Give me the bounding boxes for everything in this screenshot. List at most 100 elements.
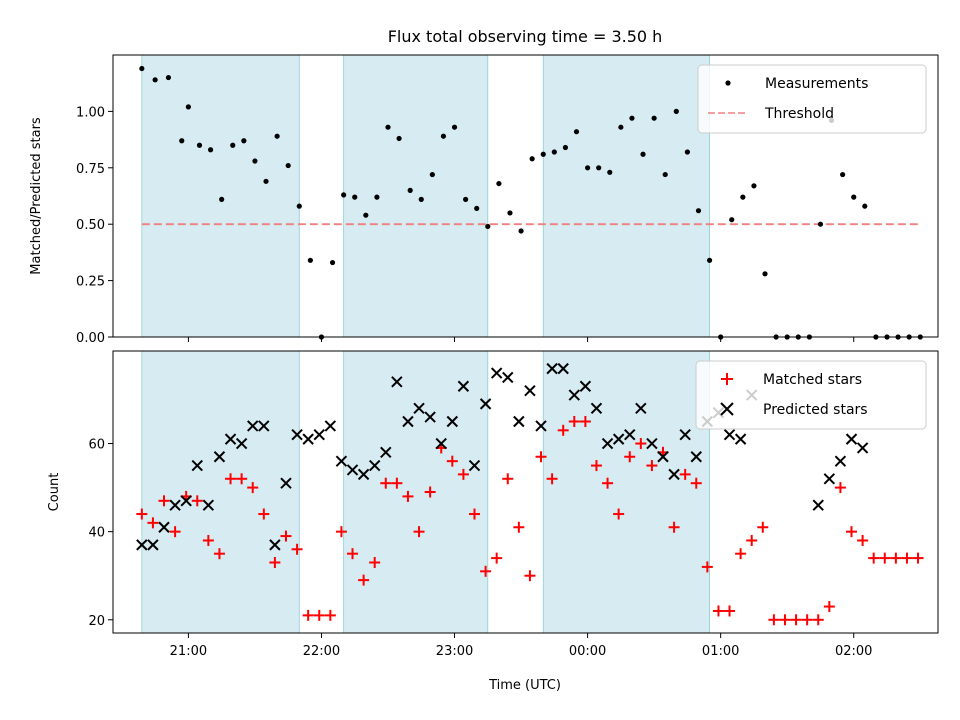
matched-star-point [136, 508, 148, 520]
predicted-star-point [624, 429, 636, 441]
legend-label-threshold: Threshold [764, 106, 834, 122]
measurement-point [451, 124, 458, 130]
measurement-point [573, 129, 580, 135]
matched-star-point [202, 534, 214, 546]
matched-star-point [646, 460, 658, 472]
predicted-star-point [524, 384, 536, 397]
predicted-star-point [368, 459, 381, 472]
measurement-point [862, 203, 868, 209]
matched-star-point [147, 517, 159, 529]
predicted-star-point [513, 415, 525, 428]
y-tick-label: 1.00 [76, 105, 105, 120]
predicted-star-point [490, 367, 503, 379]
shaded-interval-2 [543, 351, 710, 633]
matched-star-point [868, 552, 880, 564]
matched-star-point [169, 526, 181, 538]
measurement-point [263, 178, 269, 184]
measurement-point [551, 149, 557, 155]
predicted-star-point [468, 459, 481, 472]
predicted-star-point [546, 362, 558, 375]
measurement-point [152, 77, 158, 83]
top-y-ticks: 0.00 0.25 0.50 0.75 1.00 [76, 105, 113, 346]
legend-label-matched: Matched stars [763, 372, 862, 388]
predicted-star-point [136, 539, 148, 551]
predicted-star-point [402, 415, 414, 428]
matched-star-point [746, 534, 758, 546]
predicted-star-point [357, 468, 370, 481]
x-axis-label: Time (UTC) [488, 678, 561, 693]
matched-star-point [557, 424, 569, 436]
shaded-interval-0 [141, 351, 300, 633]
shaded-interval-2 [543, 55, 710, 337]
predicted-star-point [856, 442, 869, 454]
predicted-star-point [601, 437, 614, 450]
bottom-shaded-intervals [141, 351, 710, 633]
measurement-point [296, 203, 302, 209]
measurement-point [165, 74, 172, 81]
matched-star-point [724, 605, 736, 617]
x-tick-label: 23:00 [436, 644, 473, 659]
y-tick-label: 0.00 [76, 331, 105, 346]
y-tick-label: 60 [88, 438, 105, 453]
predicted-star-point [557, 362, 569, 375]
measurement-point [740, 194, 746, 200]
predicted-star-point [845, 433, 858, 445]
predicted-star-point [812, 499, 824, 511]
matched-star-point [225, 473, 237, 485]
bottom-panel: 20 40 60 21:00 22:00 23:00 00:00 01:00 02:00 Co… [47, 350, 939, 693]
matched-star-point [568, 416, 580, 427]
predicted-star-point [191, 459, 203, 472]
legend-label-measurements: Measurements [765, 76, 868, 92]
matched-star-point [480, 565, 492, 577]
measurement-point [695, 208, 702, 214]
shaded-interval-1 [343, 55, 488, 337]
measurement-point [596, 165, 602, 171]
matched-star-point [457, 468, 469, 480]
matched-star-point [413, 526, 425, 538]
matched-star-point [590, 460, 602, 472]
measurement-point [407, 187, 413, 193]
x-tick-label: 00:00 [569, 644, 606, 659]
predicted-star-point [823, 473, 836, 485]
measurement-point [341, 192, 347, 198]
predicted-star-point [147, 539, 159, 551]
predicted-star-point [291, 429, 303, 441]
matched-star-point [491, 552, 503, 564]
bottom-y-ticks: 20 40 60 [88, 438, 113, 629]
matched-star-point [613, 508, 625, 520]
matched-star-point [402, 490, 414, 502]
bottom-legend-box [695, 360, 927, 430]
matched-star-point [912, 552, 924, 564]
predicted-star-point [313, 429, 325, 441]
matched-star-point [291, 543, 303, 555]
measurement-point [584, 165, 591, 171]
predicted-star-point [391, 376, 403, 388]
matched-star-point [668, 521, 680, 533]
predicted-star-point [346, 464, 359, 476]
y-tick-label: 40 [88, 526, 105, 541]
legend-label-predicted: Predicted stars [763, 402, 868, 418]
bottom-axes-frame [112, 350, 939, 634]
measurement-point [851, 194, 857, 200]
top-legend-box [697, 64, 927, 134]
matched-star-point [735, 548, 747, 560]
matched-star-point [524, 570, 536, 582]
predicted-star-point [224, 433, 237, 445]
y-tick-label: 0.50 [76, 218, 105, 233]
y-tick-label: 0.25 [76, 275, 105, 290]
predicted-star-point [202, 499, 215, 511]
matched-star-point [779, 614, 791, 626]
matched-star-point [823, 601, 835, 613]
matched-star-point [424, 486, 436, 498]
measurement-point [540, 151, 546, 157]
x-tick-label: 01:00 [702, 644, 739, 659]
matched-star-point [768, 614, 780, 626]
x-tick-label: 21:00 [170, 644, 207, 659]
matched-star-point [358, 574, 370, 586]
measurement-point [496, 180, 502, 187]
matched-star-point [701, 561, 713, 573]
matched-star-point [269, 557, 281, 568]
measurement-point [219, 196, 225, 202]
y-tick-label: 20 [88, 614, 105, 629]
